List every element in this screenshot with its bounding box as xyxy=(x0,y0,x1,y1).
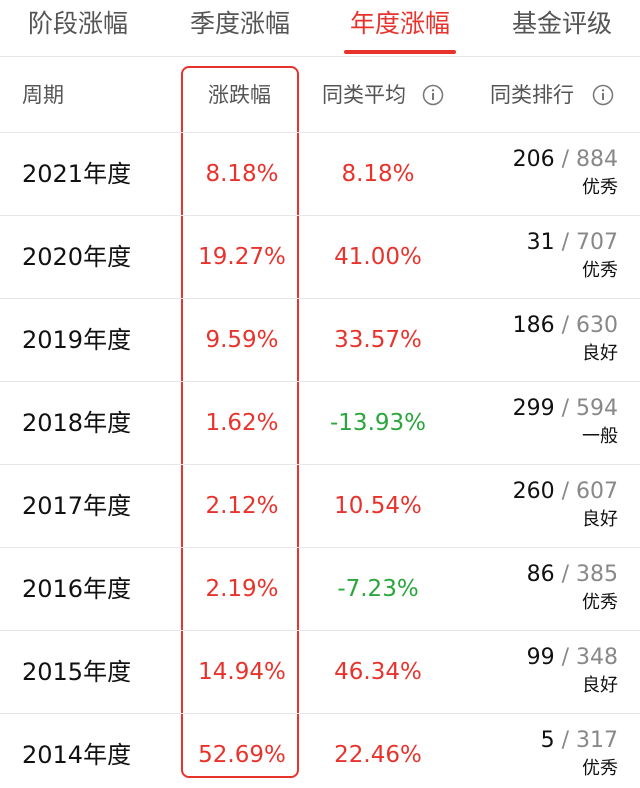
rank: 99 / 348 xyxy=(527,644,618,672)
period: 2017年度 xyxy=(22,492,132,520)
rank-number: 206 xyxy=(512,147,555,172)
average: 46.34% xyxy=(334,659,422,685)
rank-total: 317 xyxy=(576,728,618,753)
info-icon[interactable] xyxy=(422,84,444,106)
separator: / xyxy=(561,562,569,587)
rank-number: 260 xyxy=(512,479,555,504)
rank: 186 / 630 xyxy=(513,312,618,340)
period: 2019年度 xyxy=(22,326,132,354)
rank-total: 348 xyxy=(576,645,618,670)
tab[interactable]: 季度涨幅 xyxy=(189,9,290,38)
average: 10.54% xyxy=(334,493,422,519)
rank: 206 / 884 xyxy=(513,146,618,174)
divider xyxy=(0,56,640,57)
rating: 一般 xyxy=(582,426,618,447)
rank: 260 / 607 xyxy=(513,478,618,506)
column-header: 同类排行 xyxy=(490,83,574,107)
row-divider xyxy=(0,298,640,299)
rating: 良好 xyxy=(582,509,618,530)
column-header: 涨跌幅 xyxy=(208,83,271,107)
separator: / xyxy=(561,396,569,421)
rank-total: 594 xyxy=(576,396,618,421)
separator: / xyxy=(561,313,569,338)
change: 14.94% xyxy=(198,659,286,685)
row-divider xyxy=(0,381,640,382)
rank-number: 299 xyxy=(512,396,555,421)
period: 2014年度 xyxy=(22,741,132,769)
change: 8.18% xyxy=(205,161,279,187)
average: 41.00% xyxy=(334,244,422,270)
info-icon[interactable] xyxy=(592,84,614,106)
row-divider xyxy=(0,547,640,548)
rank-number: 5 xyxy=(540,728,555,753)
rank-total: 884 xyxy=(576,147,618,172)
average: 22.46% xyxy=(334,742,422,768)
tab[interactable]: 阶段涨幅 xyxy=(27,9,128,38)
average: -13.93% xyxy=(330,410,426,436)
rank-number: 86 xyxy=(526,562,555,587)
rating: 优秀 xyxy=(582,177,618,198)
change: 1.62% xyxy=(205,410,279,436)
change: 2.19% xyxy=(205,576,279,602)
average: -7.23% xyxy=(337,576,419,602)
period: 2015年度 xyxy=(22,658,132,686)
rank-total: 607 xyxy=(576,479,618,504)
separator: / xyxy=(561,728,569,753)
change: 19.27% xyxy=(198,244,286,270)
period: 2016年度 xyxy=(22,575,132,603)
separator: / xyxy=(561,479,569,504)
separator: / xyxy=(561,147,569,172)
average: 33.57% xyxy=(334,327,422,353)
separator: / xyxy=(561,230,569,255)
period: 2018年度 xyxy=(22,409,132,437)
rating: 良好 xyxy=(582,675,618,696)
rating: 优秀 xyxy=(582,260,618,281)
rank: 5 / 317 xyxy=(541,727,618,755)
change: 9.59% xyxy=(205,327,279,353)
rank-number: 31 xyxy=(526,230,555,255)
tab-underline xyxy=(344,50,456,54)
separator: / xyxy=(561,645,569,670)
highlight-box xyxy=(181,66,299,778)
change: 2.12% xyxy=(205,493,279,519)
rank-total: 707 xyxy=(576,230,618,255)
change: 52.69% xyxy=(198,742,286,768)
row-divider xyxy=(0,713,640,714)
period: 2020年度 xyxy=(22,243,132,271)
rank-total: 385 xyxy=(576,562,618,587)
column-header: 周期 xyxy=(22,83,64,107)
rank: 31 / 707 xyxy=(527,229,618,257)
period: 2021年度 xyxy=(22,160,132,188)
rating: 优秀 xyxy=(582,758,618,779)
row-divider xyxy=(0,215,640,216)
rank-total: 630 xyxy=(576,313,618,338)
rank-number: 186 xyxy=(512,313,555,338)
tab[interactable]: 基金评级 xyxy=(511,9,612,38)
rating: 良好 xyxy=(582,343,618,364)
rank: 299 / 594 xyxy=(513,395,618,423)
tab[interactable]: 年度涨幅 xyxy=(349,9,450,38)
rating: 优秀 xyxy=(582,592,618,613)
row-divider xyxy=(0,630,640,631)
rank-number: 99 xyxy=(526,645,555,670)
row-divider xyxy=(0,464,640,465)
average: 8.18% xyxy=(341,161,415,187)
column-header: 同类平均 xyxy=(322,83,406,107)
row-divider xyxy=(0,132,640,133)
rank: 86 / 385 xyxy=(527,561,618,589)
